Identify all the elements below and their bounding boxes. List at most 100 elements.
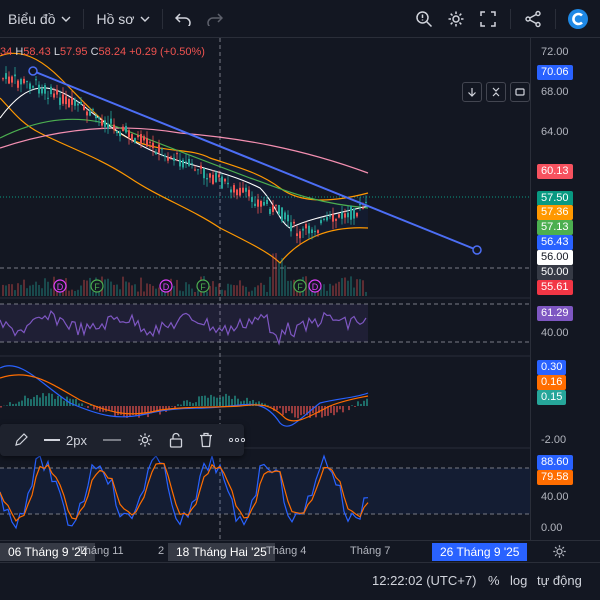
volume-bar (131, 285, 133, 296)
macd-histogram-bar (231, 398, 233, 406)
move-pane-down-button[interactable] (462, 82, 482, 102)
lock-drawing-button[interactable] (163, 424, 189, 456)
financials-marker[interactable] (90, 279, 104, 293)
auto-scale-toggle[interactable]: tự động (537, 573, 582, 588)
financials-marker[interactable] (293, 279, 307, 293)
financials-marker[interactable] (196, 279, 210, 293)
volume-bar (365, 291, 367, 296)
maximize-pane-button[interactable] (510, 82, 530, 102)
macd-histogram-bar (180, 404, 182, 406)
settings-button[interactable] (440, 0, 472, 38)
macd-histogram-bar (9, 402, 11, 406)
drawing-settings-button[interactable] (131, 424, 159, 456)
pane-control-buttons (462, 82, 530, 102)
collapse-pane-button[interactable] (486, 82, 506, 102)
dividend-marker[interactable] (53, 279, 67, 293)
chart-pane[interactable]: D F D F F D (0, 38, 530, 540)
candle-body (326, 217, 328, 221)
trend-line-handle-end[interactable] (472, 245, 482, 255)
macd-histogram-bar (240, 401, 242, 406)
share-icon (525, 10, 541, 27)
alert-button[interactable] (408, 0, 440, 38)
dividend-marker[interactable] (308, 279, 322, 293)
profile-menu-button[interactable]: Hồ sơ (88, 0, 158, 38)
volume-bar (278, 262, 280, 296)
trend-line-handle-start[interactable] (28, 66, 38, 76)
chart-menu-button[interactable]: Biểu đồ (0, 0, 79, 38)
candle-body (131, 134, 133, 141)
share-button[interactable] (517, 0, 549, 38)
macd-histogram-bar (216, 397, 218, 406)
macd-histogram-bar (306, 406, 308, 416)
volume-bar (140, 277, 142, 296)
candle-body (311, 229, 313, 234)
app-logo-button[interactable] (562, 0, 594, 38)
volume-bar (362, 280, 364, 296)
candle-body (227, 182, 229, 185)
stochastic-band (0, 468, 530, 514)
clock-display[interactable]: 12:22:02 (UTC+7) (372, 573, 477, 588)
candle-body (68, 98, 70, 108)
chevron-down-icon (61, 16, 71, 22)
volume-bar (80, 285, 82, 296)
toolbar-divider (162, 8, 164, 29)
close-label: C (90, 46, 99, 58)
high-label: H (15, 46, 24, 58)
more-options-button[interactable] (223, 424, 251, 456)
candle-body (239, 187, 241, 196)
price-chart-canvas[interactable]: D F D F F D (0, 38, 530, 540)
candle-body (200, 165, 202, 169)
percent-scale-toggle[interactable]: % (488, 573, 500, 588)
macd-histogram-bar (126, 406, 128, 418)
line-style-button[interactable] (97, 424, 127, 456)
candle-body (134, 138, 136, 143)
delete-drawing-button[interactable] (193, 424, 219, 456)
candle-body (248, 189, 250, 197)
fullscreen-button[interactable] (472, 0, 504, 38)
drawing-floating-toolbar: 2px (0, 424, 245, 456)
candle-body (365, 201, 367, 203)
macd-histogram-bar (297, 406, 299, 419)
candle-body (47, 97, 49, 99)
candle-body (14, 74, 16, 77)
volume-bar (173, 285, 175, 296)
stochastic-tick: 0.00 (541, 522, 563, 534)
volume-bar (335, 283, 337, 296)
volume-bar (128, 282, 130, 296)
chevron-down-icon (140, 16, 150, 22)
time-axis-settings-button[interactable] (552, 544, 567, 562)
stochastic-tick: 40.00 (541, 491, 569, 503)
candle-body (281, 207, 283, 222)
candle-body (35, 79, 37, 81)
macd-histogram-bar (6, 405, 8, 406)
price-tag-green: 57.13 (537, 220, 573, 235)
candle-body (194, 169, 196, 171)
volume-bar (158, 287, 160, 296)
trend-line[interactable] (32, 70, 478, 251)
chart-menu-label: Biểu đồ (8, 10, 56, 27)
magnifier-alert-icon (416, 10, 433, 27)
macd-histogram-bar (300, 406, 302, 416)
volume-bar (110, 281, 112, 296)
macd-histogram-bar (36, 395, 38, 406)
time-axis[interactable]: 06 Tháng 9 '24 Tháng 11 2 18 Tháng Hai '… (0, 540, 600, 562)
unlock-icon (169, 432, 183, 448)
candle-body (137, 135, 139, 138)
undo-button[interactable] (167, 0, 199, 38)
candle-body (176, 153, 178, 155)
candle-body (335, 219, 337, 221)
candle-body (29, 83, 31, 90)
time-tick: Tháng 11 (78, 545, 124, 557)
macd-histogram-bar (105, 406, 107, 412)
line-color-button[interactable] (8, 424, 34, 456)
dividend-marker[interactable] (159, 279, 173, 293)
volume-bar (350, 276, 352, 296)
price-axis[interactable]: 72.00 70.06 68.00 64.00 60.13 57.50 57.3… (530, 38, 600, 540)
macd-histogram-bar (366, 398, 368, 406)
candle-body (317, 230, 319, 234)
log-scale-toggle[interactable]: log (510, 573, 528, 588)
redo-button[interactable] (199, 0, 231, 38)
line-width-button[interactable]: 2px (38, 424, 93, 456)
macd-histogram-bar (78, 403, 80, 406)
candle-body (203, 168, 205, 179)
